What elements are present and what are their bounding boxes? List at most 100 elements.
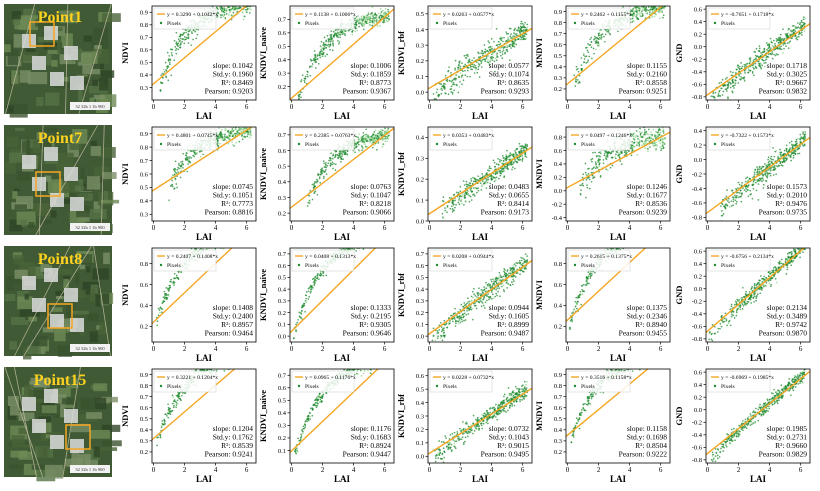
pixel-point (726, 189, 728, 191)
pixel-point (173, 59, 176, 62)
pixel-point (229, 3, 231, 5)
pixel-point (614, 157, 617, 160)
pixel-point (162, 296, 165, 299)
pixel-point (605, 156, 608, 158)
x-tick-label: 0 (152, 224, 156, 232)
pixel-point (243, 125, 245, 127)
pixel-point (304, 75, 307, 78)
pixel-point (334, 150, 337, 153)
pixel-point (459, 65, 462, 68)
pixel-point (463, 194, 466, 196)
pixel-point (178, 162, 180, 165)
pixel-point (741, 65, 744, 68)
pixel-point (229, 4, 231, 6)
pixel-point (751, 64, 753, 67)
pixel-point (511, 153, 513, 156)
pixel-point (484, 48, 487, 51)
pixel-point (234, 127, 237, 129)
pixel-point (380, 11, 383, 13)
pixel-point (584, 162, 587, 165)
pixel-point (466, 53, 469, 56)
pixel-point (785, 147, 788, 150)
pixel-point (788, 141, 791, 144)
pixel-point (457, 201, 460, 204)
y-tick-label: 0.0 (416, 89, 424, 96)
pixel-point (662, 16, 664, 19)
pixel-point (799, 141, 801, 143)
pixel-point (239, 128, 242, 131)
pixel-point (594, 151, 596, 154)
pixel-point (732, 71, 734, 74)
survey-plot-square (64, 288, 78, 302)
pixel-point (516, 29, 519, 32)
pixel-point (581, 176, 584, 179)
pixel-point (204, 246, 206, 248)
pixel-point (639, 134, 642, 136)
highlight-box (29, 21, 55, 47)
pixel-point (307, 201, 310, 204)
pixel-point (475, 68, 477, 71)
pixel-point (179, 46, 182, 49)
pixel-point (513, 45, 516, 48)
pixel-point (344, 30, 347, 33)
y-tick-label: 0.3 (140, 85, 148, 92)
pixel-point (515, 155, 517, 157)
map-texture (57, 39, 62, 54)
pixel-point (355, 24, 358, 27)
pixel-point (525, 147, 528, 150)
pixel-point (481, 54, 484, 57)
pixel-point (190, 44, 193, 47)
y-tick-label: 0.6 (278, 148, 287, 155)
map-texture (101, 293, 110, 304)
pixel-point (612, 150, 615, 153)
pixel-point (733, 194, 736, 197)
pixel-point (479, 182, 482, 185)
pixel-point (639, 15, 642, 17)
pixel-point (799, 22, 802, 24)
pixel-point (371, 146, 374, 149)
pixel-point (512, 161, 515, 164)
scale-bar-label: 32 32b 1 1b 900 (75, 225, 105, 230)
map-texture (78, 86, 83, 101)
pixel-point (766, 176, 769, 179)
map-texture (19, 51, 38, 62)
pixel-point (502, 47, 505, 49)
pixel-point (374, 129, 377, 132)
map-texture (103, 252, 110, 265)
map-texture (8, 152, 27, 163)
pixel-point (649, 133, 652, 136)
pixel-point (187, 42, 190, 44)
pixel-point (244, 132, 247, 134)
pixel-point (738, 65, 741, 68)
pixel-point (512, 40, 515, 43)
pixel-point (492, 56, 495, 59)
pixel-point (587, 43, 589, 45)
pixel-point (365, 21, 367, 24)
pixel-point (767, 161, 770, 164)
pixel-point (713, 97, 716, 99)
x-tick-label: 4 (768, 224, 772, 232)
pixel-point (756, 166, 758, 168)
pixel-point (788, 154, 791, 157)
pixel-point (722, 212, 725, 215)
pixel-point (223, 135, 226, 137)
y-tick-label: 0.0 (694, 157, 702, 164)
pixel-point (648, 11, 651, 14)
pixel-point (218, 127, 220, 129)
pixel-point (521, 145, 523, 148)
pixel-point (777, 42, 780, 44)
pixel-point (501, 155, 504, 157)
stat-line: Std.y: 0.1677 (627, 191, 667, 200)
pixel-point (522, 25, 525, 28)
pixel-point (241, 0, 243, 1)
legend-pixels-label: Pixels (581, 142, 595, 148)
stat-line: Std.y: 0.1960 (213, 70, 253, 79)
pixel-point (330, 152, 332, 155)
pixel-point (597, 41, 600, 43)
pixel-point (485, 173, 488, 175)
pixel-point (473, 72, 476, 74)
axes-frame (565, 5, 671, 101)
x-tick-label: 2 (737, 224, 741, 232)
map-texture (102, 424, 121, 432)
